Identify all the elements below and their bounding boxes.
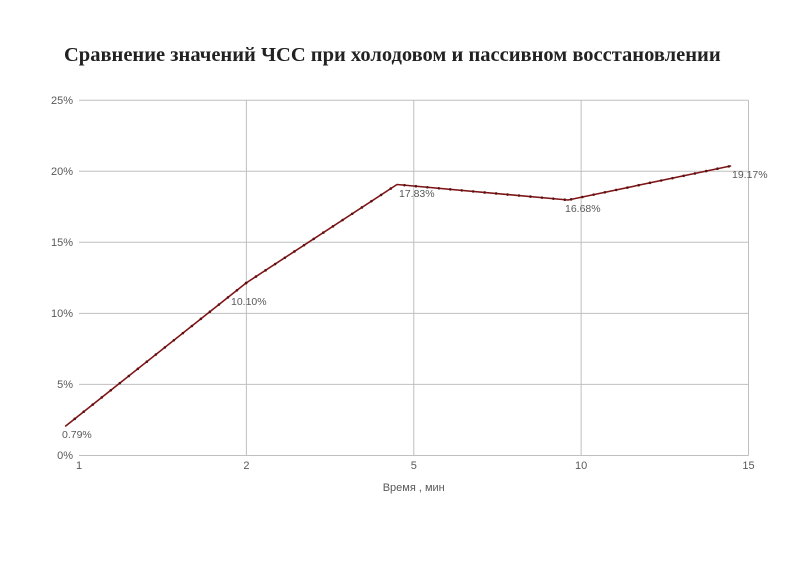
svg-text:10: 10: [575, 460, 587, 472]
svg-text:5%: 5%: [57, 379, 73, 391]
svg-text:17.83%: 17.83%: [399, 188, 435, 200]
svg-text:15%: 15%: [51, 237, 73, 249]
svg-text:10%: 10%: [51, 308, 73, 320]
svg-text:20%: 20%: [51, 166, 73, 178]
svg-text:5: 5: [411, 460, 417, 472]
svg-text:10.10%: 10.10%: [231, 296, 267, 308]
svg-text:1: 1: [76, 460, 82, 472]
svg-text:0.79%: 0.79%: [62, 429, 92, 441]
svg-text:2: 2: [243, 460, 249, 472]
svg-text:25%: 25%: [51, 95, 73, 107]
svg-text:19.17%: 19.17%: [732, 169, 768, 181]
svg-text:Время , мин: Время , мин: [383, 482, 445, 494]
svg-text:15: 15: [742, 460, 754, 472]
svg-text:0%: 0%: [57, 450, 73, 462]
svg-text:16.68%: 16.68%: [565, 203, 601, 215]
